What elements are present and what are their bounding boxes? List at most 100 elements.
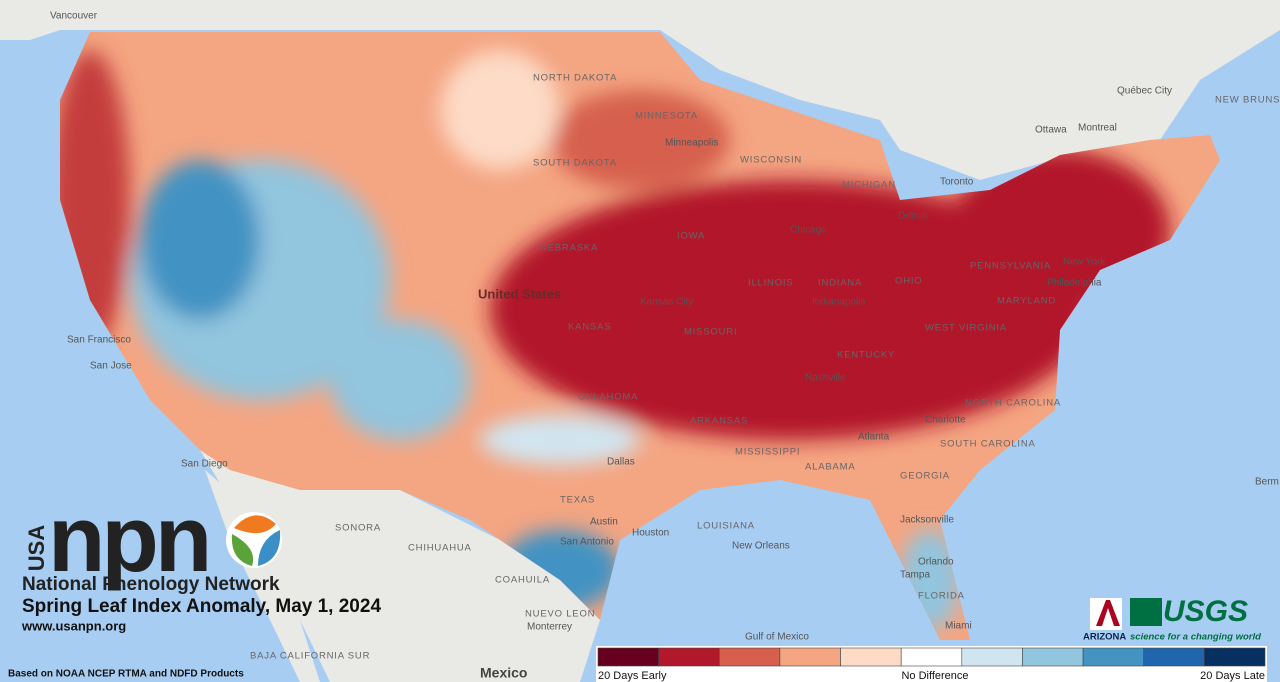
map-label: FLORIDA [918, 591, 965, 602]
map-labels: Vancouver Québec City NEW BRUNSWICK Otta… [50, 11, 1280, 681]
map-label: New Orleans [732, 541, 790, 552]
map-label: Orlando [918, 557, 954, 568]
usgs-tagline: science for a changing world [1130, 632, 1261, 643]
map-label: SOUTH CAROLINA [940, 439, 1036, 450]
map-label: INDIANA [818, 278, 862, 289]
map-label: MICHIGAN [842, 180, 896, 191]
map-label: Monterrey [527, 622, 572, 633]
map-label: San Francisco [67, 335, 131, 346]
anomaly-late [140, 160, 260, 320]
map-label: Québec City [1117, 86, 1172, 97]
map-label: Kansas City [640, 297, 693, 308]
map-label: Vancouver [50, 11, 98, 22]
map-label: Jacksonville [900, 515, 954, 526]
anomaly-late [330, 320, 470, 440]
map-label: MISSOURI [684, 327, 737, 338]
map-label: Minneapolis [665, 138, 718, 149]
logo-acronym: npn [48, 486, 208, 591]
legend-swatch [1204, 647, 1266, 667]
map-label: San Jose [90, 361, 132, 372]
country-label: United States [478, 286, 561, 301]
arizona-mark [1096, 600, 1120, 626]
map-label: OHIO [895, 276, 922, 287]
map-label: TEXAS [560, 495, 595, 506]
anomaly-early [550, 90, 730, 190]
map-label: GEORGIA [900, 471, 950, 482]
url: www.usanpn.org [21, 618, 126, 633]
map-label: ILLINOIS [748, 278, 793, 289]
map-label: Montreal [1078, 123, 1117, 134]
map-label: Ottawa [1035, 125, 1067, 136]
map-label: WEST VIRGINIA [925, 323, 1007, 334]
legend-swatch [779, 647, 841, 667]
logo-emblem [258, 530, 281, 566]
map-label: Houston [632, 528, 669, 539]
map-label: Gulf of Mexico [745, 632, 809, 643]
map-title: Spring Leaf Index Anomaly, May 1, 2024 [22, 596, 381, 617]
anomaly-neutral [480, 415, 640, 465]
map-label: MISSISSIPPI [735, 447, 800, 458]
mexico [200, 450, 600, 682]
map-label: COAHUILA [495, 575, 550, 586]
map-label: Dallas [607, 457, 635, 468]
arizona-text: ARIZONA [1083, 632, 1126, 643]
map-label: NEBRASKA [540, 243, 598, 254]
legend-swatch [840, 647, 902, 667]
map-label: SONORA [335, 523, 381, 534]
map-label: Indianapolis [812, 297, 865, 308]
map-label: Miami [945, 621, 972, 632]
legend-swatch [718, 647, 781, 667]
map-label: NEW BRUNSWICK [1215, 95, 1280, 106]
usgs-mark [1130, 598, 1162, 626]
map-label: New York [1063, 257, 1106, 268]
map-label: KENTUCKY [837, 350, 895, 361]
legend-swatch [1022, 647, 1084, 667]
legend-swatch [961, 647, 1023, 667]
logo-name: National Phenology Network [22, 574, 280, 595]
map-label: CHIHUAHUA [408, 543, 472, 554]
anomaly-early [490, 180, 1090, 440]
map-label: Philadelphia [1047, 278, 1102, 289]
logo-country: USA [24, 525, 49, 572]
legend-swatch [1082, 647, 1145, 667]
legend-swatch [900, 647, 963, 667]
map-label: SOUTH DAKOTA [533, 158, 617, 169]
map-label: NORTH DAKOTA [533, 73, 617, 84]
legend: 20 Days Early No Difference 20 Days Late [596, 646, 1267, 682]
map-label: IOWA [677, 231, 705, 242]
map-label: San Diego [181, 459, 228, 470]
npn-logo: USA npn National Phenology Network [22, 486, 282, 595]
map-label: MARYLAND [997, 296, 1056, 307]
source-note: Based on NOAA NCEP RTMA and NDFD Product… [8, 669, 244, 680]
map-label: Toronto [940, 177, 974, 188]
map-label: Charlotte [925, 415, 966, 426]
map-label: Berm [1255, 477, 1279, 488]
map-label: NORTH CAROLINA [965, 398, 1061, 409]
logo-emblem [234, 515, 276, 534]
map-label: PENNSYLVANIA [970, 261, 1051, 272]
legend-swatch [597, 647, 659, 667]
legend-swatch [658, 647, 720, 667]
legend-label: 20 Days Early [598, 670, 667, 682]
map-label: OKLAHOMA [578, 392, 638, 403]
map-label: WISCONSIN [740, 155, 802, 166]
canada [0, 0, 1280, 180]
partner-logos: ARIZONA USGS science for a changing worl… [1083, 595, 1261, 643]
map-label: ARKANSAS [690, 416, 748, 427]
map-label: ALABAMA [805, 462, 855, 473]
map-label: Detroit [898, 211, 928, 222]
logo-emblem [231, 534, 254, 566]
map-label: Chicago [790, 225, 827, 236]
legend-swatch [1143, 647, 1205, 667]
anomaly-neutral [440, 50, 560, 170]
map-label: LOUISIANA [697, 521, 755, 532]
map-label: San Antonio [560, 537, 614, 548]
usgs-text: USGS [1163, 595, 1248, 628]
legend-label: 20 Days Late [1200, 670, 1265, 682]
legend-label: No Difference [901, 670, 968, 682]
map-label: Atlanta [858, 432, 890, 443]
map-label: MINNESOTA [635, 111, 698, 122]
map-label: Austin [590, 517, 618, 528]
map-label: NUEVO LEON [525, 609, 595, 620]
